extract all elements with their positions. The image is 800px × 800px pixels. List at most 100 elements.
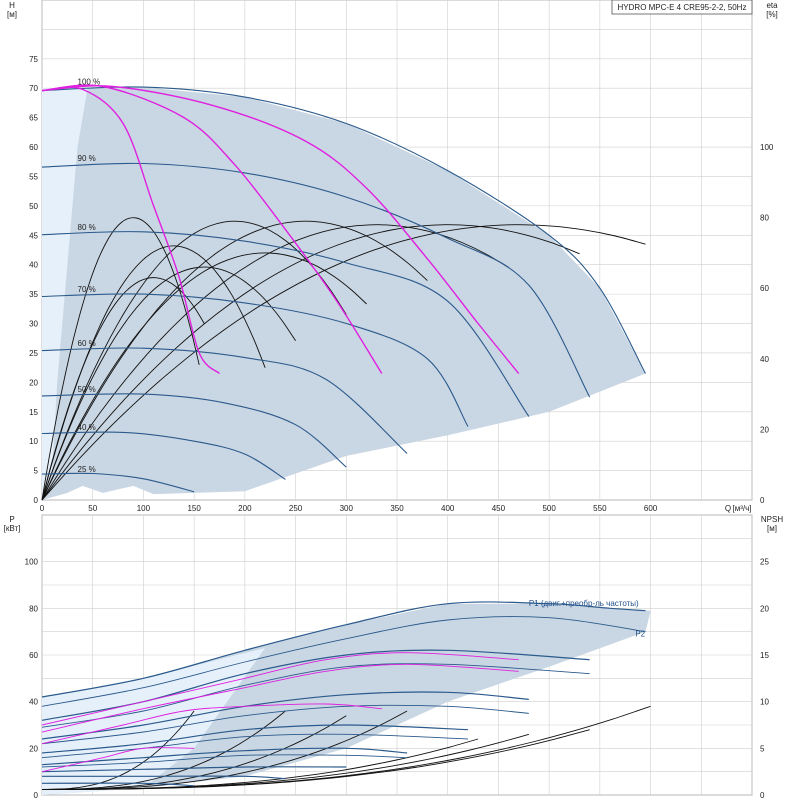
speed-curve	[41, 293, 469, 427]
head-y-tick-label: 30	[29, 320, 38, 329]
power-y-unit: [кВт]	[4, 524, 21, 533]
eta-tick-label: 80	[760, 214, 769, 223]
head-x-tick-label: 450	[492, 504, 506, 513]
head-curves	[41, 84, 646, 501]
head-x-tick-label: 550	[593, 504, 607, 513]
speed-label: 60 %	[78, 339, 96, 348]
head-x-tick-label: 600	[644, 504, 658, 513]
efficiency-curve	[41, 224, 580, 501]
eta-tick-label: 0	[760, 496, 765, 505]
head-x-tick-label: 150	[187, 504, 201, 513]
head-y-tick-label: 55	[29, 172, 38, 181]
p1-power-curve	[41, 601, 646, 698]
head-y-tick-label: 5	[34, 467, 39, 476]
head-y-tick-label: 25	[29, 349, 38, 358]
head-y-tick-label: 15	[29, 408, 38, 417]
p2-power-curve	[41, 704, 529, 745]
title-box: HYDRO MPC-E 4 CRE95-2-2, 50Hz	[611, 0, 753, 15]
npsh-tick-label: 25	[760, 558, 769, 567]
power-curve-label: P1 (двиг.+преобр-ль частоты)	[529, 599, 639, 608]
q-label: Q	[725, 504, 731, 513]
p1-power-curve	[41, 782, 195, 787]
system-curve	[41, 85, 520, 374]
npsh-unit: [м]	[767, 524, 777, 533]
system-curve	[41, 84, 383, 374]
power-y-tick-label: 20	[29, 744, 38, 753]
power-curve-label: P2	[635, 629, 645, 638]
head-x-tick-label: 400	[441, 504, 455, 513]
npsh-tick-label: 15	[760, 651, 769, 660]
head-y-tick-label: 0	[34, 496, 39, 505]
head-y-tick-label: 60	[29, 143, 38, 152]
head-y-label: H	[9, 1, 15, 10]
head-y-tick-label: 35	[29, 290, 38, 299]
head-y-tick-label: 70	[29, 84, 38, 93]
speed-label: 50 %	[78, 385, 96, 394]
eta-tick-label: 20	[760, 425, 769, 434]
head-y-tick-label: 20	[29, 378, 38, 387]
npsh-tick-label: 10	[760, 698, 769, 707]
eta-tick-label: 40	[760, 355, 769, 364]
p1-power-curve	[41, 766, 347, 773]
efficiency-curve	[41, 220, 428, 501]
head-labels: 100 % 90 % 80 % 70 % 60 % 50 % 40 % 25 %	[78, 78, 101, 474]
power-y-tick-label: 60	[29, 651, 38, 660]
p2-power-curve	[41, 616, 646, 707]
npsh-tick-label: 5	[760, 744, 765, 753]
speed-curve	[41, 393, 347, 468]
head-y-tick-label: 40	[29, 261, 38, 270]
p1-power-curve	[41, 775, 286, 780]
power-y-label: P	[9, 515, 14, 524]
system-power-curve	[41, 663, 519, 733]
head-panel: 0 50 100 150 200 250 300 350 400 450 500 550 6000510…	[29, 0, 774, 513]
power-labels: P1 (двиг.+преобр-ль частоты) P2	[529, 599, 646, 638]
head-envelope	[42, 87, 646, 500]
head-y-tick-label: 75	[29, 55, 38, 64]
speed-label: 90 %	[78, 154, 96, 163]
p1-power-curve	[41, 724, 469, 754]
speed-label: 100 %	[78, 78, 101, 87]
speed-curve	[41, 231, 530, 417]
head-x-tick-label: 350	[390, 504, 404, 513]
power-envelope-light-band	[42, 648, 266, 795]
efficiency-curve	[41, 217, 200, 501]
q-unit: [м³/ч]	[733, 504, 752, 513]
speed-label: 25 %	[78, 465, 96, 474]
power-y-tick-label: 100	[25, 558, 39, 567]
system-curve	[41, 86, 220, 375]
power-y-tick-label: 80	[29, 604, 38, 613]
head-y-tick-label: 45	[29, 231, 38, 240]
npsh-tick-label: 20	[760, 604, 769, 613]
speed-curve	[41, 472, 195, 493]
speed-curve	[41, 86, 646, 374]
head-y-unit: [м]	[7, 10, 17, 19]
head-envelope-light-band	[42, 88, 88, 500]
head-y-tick-label: 50	[29, 202, 38, 211]
eta-tick-label: 100	[760, 143, 774, 152]
p1-power-curve	[41, 691, 529, 740]
head-y-tick-label: 10	[29, 437, 38, 446]
speed-curve	[41, 431, 286, 480]
speed-label: 40 %	[78, 423, 96, 432]
head-x-tick-label: 250	[289, 504, 303, 513]
system-power-curve	[41, 703, 382, 745]
npsh-curve	[41, 705, 651, 790]
efficiency-curve	[41, 252, 367, 501]
head-operating-envelope	[42, 87, 646, 500]
system-power-curve	[41, 747, 195, 773]
eta-label: eta	[766, 1, 778, 10]
head-x-tick-label: 100	[137, 504, 151, 513]
power-curves	[41, 601, 651, 790]
power-envelope	[42, 603, 651, 795]
p2-power-curve	[41, 733, 469, 759]
efficiency-curve	[41, 266, 296, 501]
power-panel: 0 20 40 60 80 100 0 5 10 15 20 25 P1 (двиг.+преобр-…	[25, 514, 769, 800]
p1-power-curve	[41, 747, 408, 766]
eta-unit: [%]	[766, 10, 778, 19]
speed-curve	[41, 162, 591, 398]
head-x-tick-label: 300	[340, 504, 354, 513]
npsh-label: NPSH	[761, 515, 783, 524]
chart-title: HYDRO MPC-E 4 CRE95-2-2, 50Hz	[618, 3, 747, 12]
head-x-tick-label: 500	[542, 504, 556, 513]
